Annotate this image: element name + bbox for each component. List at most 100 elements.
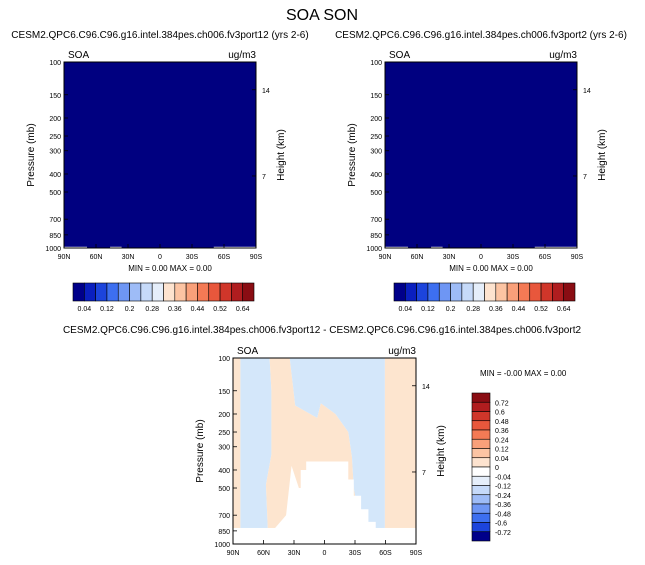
colorbar-swatch [471,494,491,505]
panel-title: CESM2.QPC6.C96.C96.g16.intel.384pes.ch00… [11,30,308,41]
colorbar-swatch [208,282,221,302]
height-tick-label: 14 [262,88,270,95]
colorbar-swatch [471,531,491,542]
colorbar-swatch [231,282,243,302]
field-gap [213,246,256,248]
negative-region [240,358,272,528]
x-tick-label: 0 [323,550,327,557]
colorbar-swatch [471,448,491,459]
colorbar-swatch [151,282,164,302]
figure-title: SOA SON [286,7,358,24]
y-tick-label: 850 [218,529,230,536]
colorbar-swatch [163,282,176,302]
panel-2: CESM2.QPC6.C96.C96.g16.intel.384pes.ch00… [335,30,627,313]
colorbar-swatch [140,282,153,302]
colorbar-label: -0.24 [495,493,511,500]
colorbar-label: 0.12 [421,306,435,313]
height-tick-label: 7 [422,470,426,477]
colorbar-swatch [471,522,491,533]
colorbar-label: 0.2 [125,306,135,313]
colorbar-label: -0.04 [495,474,511,481]
y-tick-label: 1000 [45,246,61,253]
colorbar-swatch [540,282,553,302]
colorbar-label: 0.64 [557,306,571,313]
x-tick-label: 90N [379,254,392,261]
panel-1: CESM2.QPC6.C96.C96.g16.intel.384pes.ch00… [11,30,308,313]
x-tick-label: 60N [411,254,424,261]
colorbar-swatch [552,282,564,302]
y-tick-label: 250 [370,134,382,141]
panel-3: CESM2.QPC6.C96.C96.g16.intel.384pes.ch00… [63,325,582,557]
x-tick-label: 60S [539,254,552,261]
height-tick-label: 7 [583,174,587,181]
negative-region [289,358,385,530]
colorbar-swatch [84,282,96,302]
x-tick-label: 30N [443,254,456,261]
y-tick-label: 500 [370,190,382,197]
colorbar-swatch [174,282,187,302]
x-tick-label: 90N [227,550,240,557]
y-tick-label: 100 [49,60,61,67]
colorbar-swatch [471,457,491,468]
x-tick-label: 90N [58,254,71,261]
colorbar-swatch [450,282,463,302]
panel-title: CESM2.QPC6.C96.C96.g16.intel.384pes.ch00… [335,30,627,41]
colorbar-swatch [471,466,491,477]
colorbar-label: 0.36 [168,306,182,313]
right-axis-title: Height (km) [436,425,447,477]
panel-title: CESM2.QPC6.C96.C96.g16.intel.384pes.ch00… [63,325,582,336]
colorbar-swatch [219,282,232,302]
colorbar-label: 0.48 [495,419,509,426]
x-tick-label: 60N [90,254,103,261]
y-tick-label: 300 [370,149,382,156]
colorbar-swatch [471,475,491,486]
colorbar-label: 0.44 [512,306,526,313]
x-tick-label: 30N [288,550,301,557]
colorbar-swatch [95,282,108,302]
colorbar-swatch [129,282,142,302]
field-fill [385,62,577,248]
x-tick-label: 30S [349,550,362,557]
units-label: ug/m3 [228,50,256,61]
zero-region [282,461,380,544]
colorbar-swatch [471,503,491,514]
colorbar-label: 0.24 [495,437,509,444]
colorbar-swatch [242,282,255,302]
y-tick-label: 250 [49,134,61,141]
y-tick-label: 100 [218,356,230,363]
colorbar-swatch [461,282,474,302]
colorbar-label: -0.72 [495,530,511,537]
colorbar-swatch [185,282,198,302]
y-axis-title: Pressure (mb) [195,419,206,482]
colorbar-label: 0.04 [399,306,413,313]
field-name-label: SOA [389,50,410,61]
y-tick-label: 700 [370,217,382,224]
colorbar-swatch [72,282,85,302]
colorbar-label: -0.36 [495,502,511,509]
colorbar-label: 0.2 [446,306,456,313]
min-max-stats: MIN = -0.00 MAX = 0.00 [480,369,567,378]
y-tick-label: 250 [218,430,230,437]
colorbar-swatch [393,282,406,302]
colorbar-swatch [427,282,440,302]
colorbar-label: -0.6 [495,521,507,528]
field-gap [64,246,88,248]
y-axis-title: Pressure (mb) [26,123,37,186]
height-tick-label: 7 [262,174,266,181]
colorbar-swatch [471,411,491,422]
min-max-stats: MIN = 0.00 MAX = 0.00 [449,264,533,273]
colorbar-label: 0.6 [495,410,505,417]
x-tick-label: 90S [571,254,584,261]
x-tick-label: 60N [257,550,270,557]
colorbar-swatch [438,282,451,302]
colorbar-swatch [471,438,491,449]
right-axis-title: Height (km) [276,129,287,181]
units-label: ug/m3 [388,346,416,357]
colorbar-label: -0.48 [495,511,511,518]
height-tick-label: 14 [422,384,430,391]
colorbar-label: 0.12 [495,447,509,454]
x-tick-label: 90S [250,254,263,261]
colorbar-label: 0.28 [466,306,480,313]
colorbar-label: 0.04 [78,306,92,313]
